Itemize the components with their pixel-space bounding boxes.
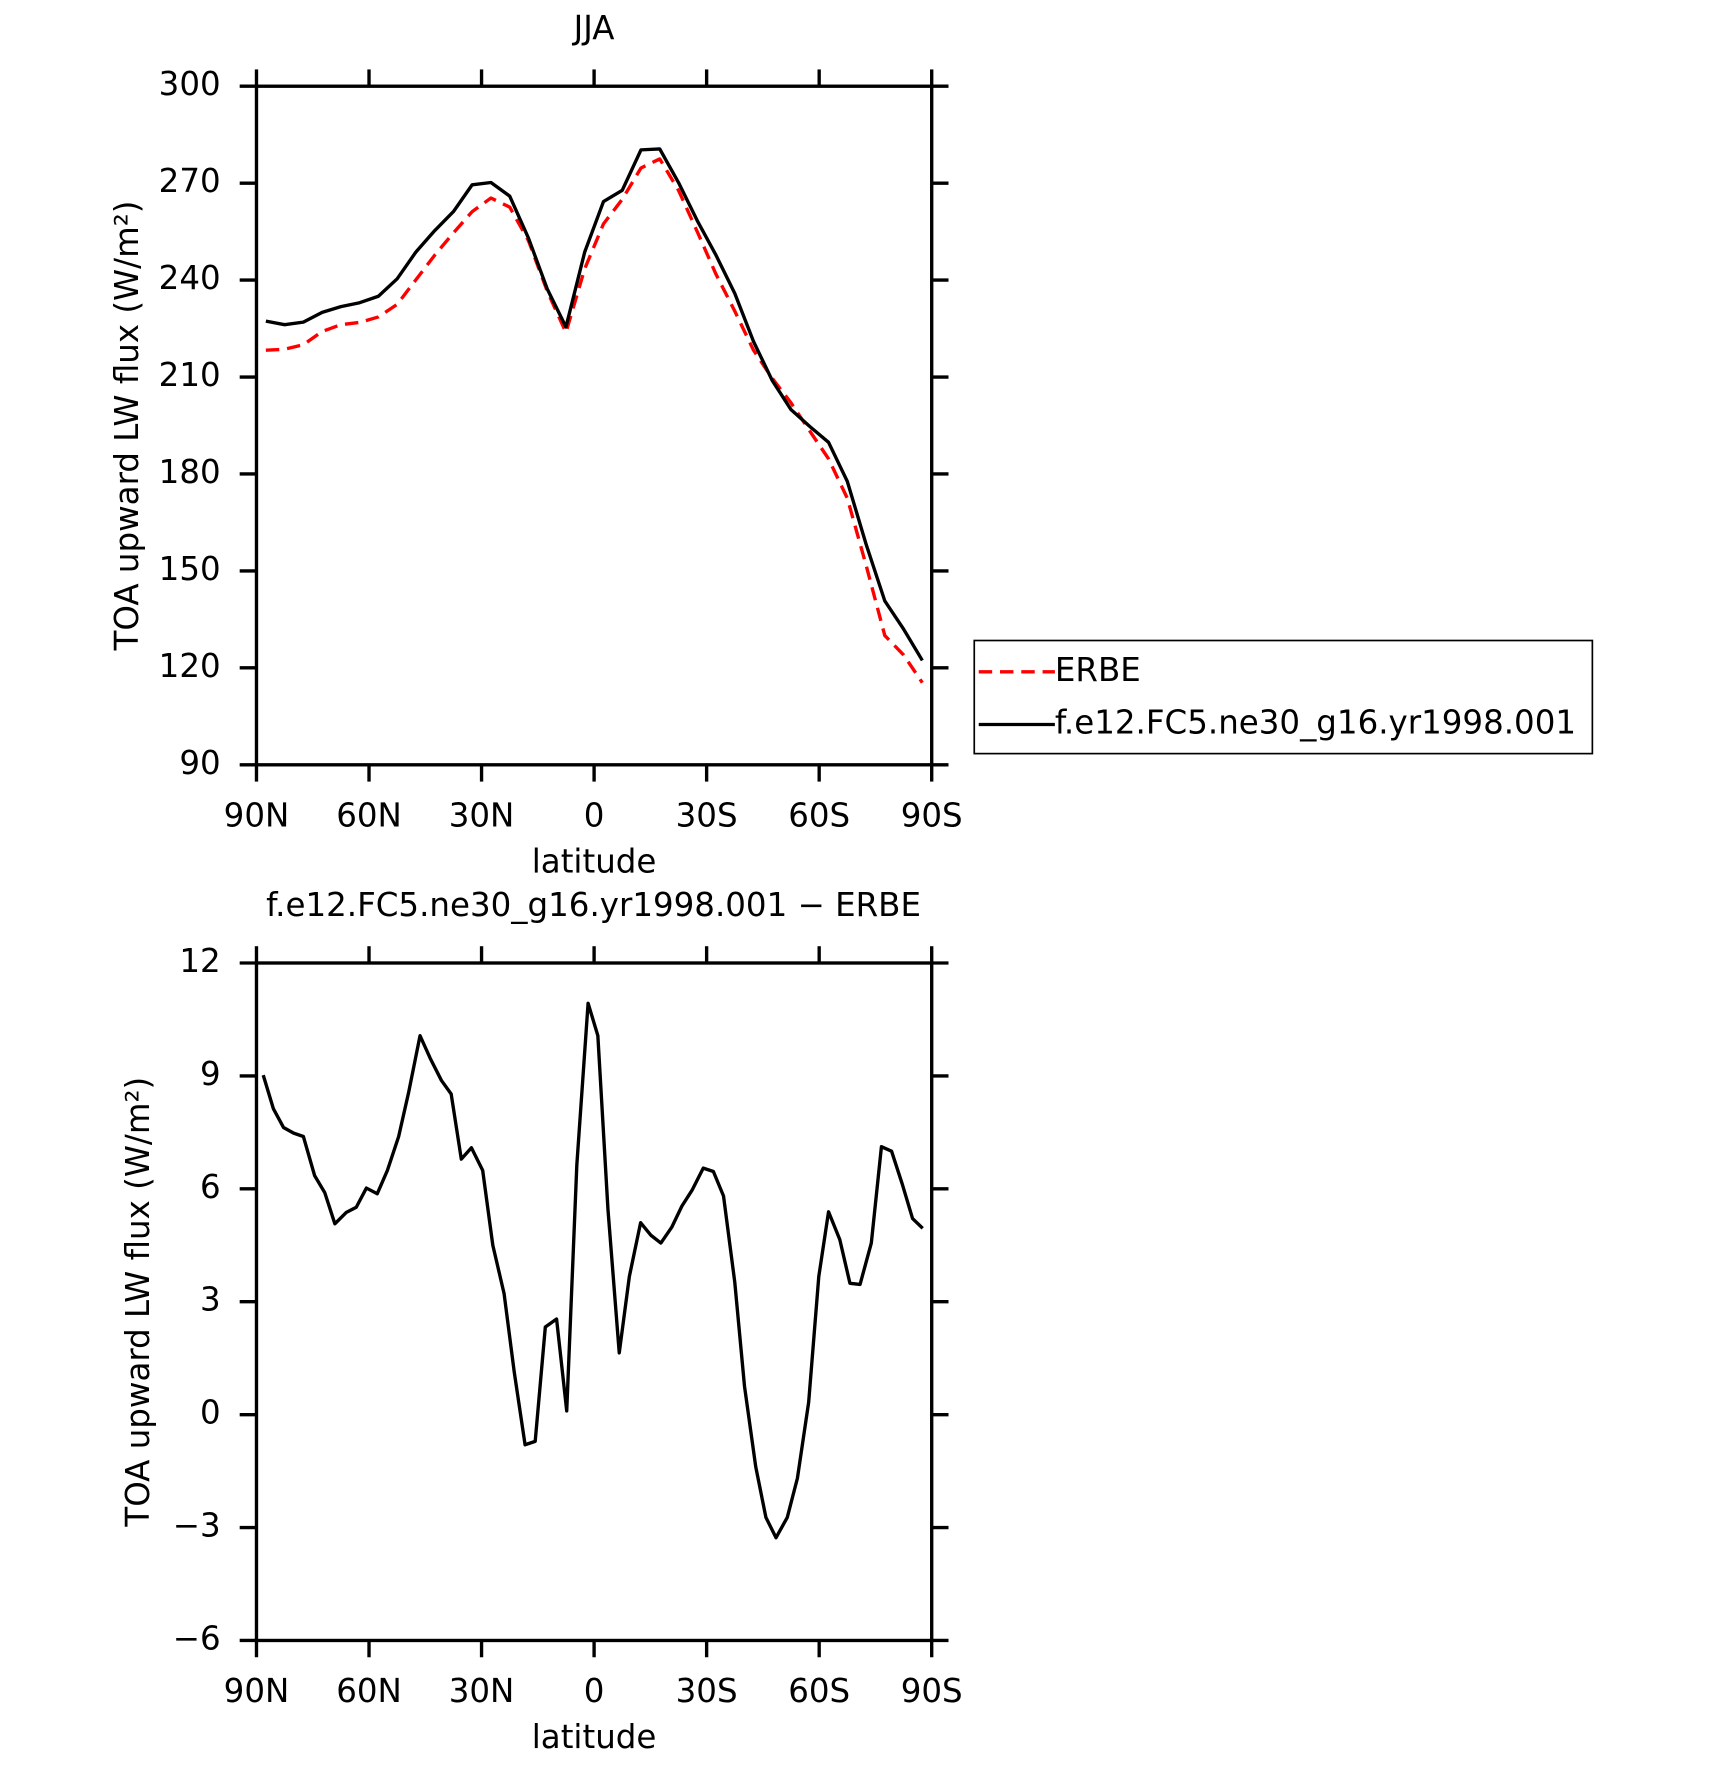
x-tick-label: 30N (449, 796, 515, 834)
plot-frame (254, 84, 934, 767)
y-tick-label: 180 (159, 453, 221, 491)
y-tick-label: −3 (173, 1507, 221, 1545)
plot-frame (254, 961, 934, 1643)
legend-label: ERBE (1055, 651, 1141, 689)
x-tick-label: 30N (449, 1672, 515, 1710)
line-series (261, 1001, 924, 1540)
y-tick-label: 6 (200, 1168, 221, 1206)
x-axis-label: latitude (532, 842, 657, 880)
chart-title: f.e12.FC5.ne30_g16.yr1998.001 − ERBE (266, 886, 921, 924)
x-tick-label: 30S (676, 1672, 738, 1710)
y-tick-label: 90 (179, 744, 220, 782)
y-tick-label: 240 (159, 259, 221, 297)
x-tick-label: 90N (224, 1672, 290, 1710)
line-series (265, 147, 924, 662)
y-axis-label: TOA upward LW flux (W/m²) (119, 1077, 157, 1528)
x-tick-label: 0 (584, 1672, 605, 1710)
legend-box (973, 639, 1594, 755)
y-tick-label: −6 (173, 1619, 221, 1657)
y-tick-label: 3 (200, 1281, 221, 1319)
line-series (265, 157, 924, 684)
y-tick-label: 300 (159, 65, 221, 103)
y-axis-label: TOA upward LW flux (W/m²) (108, 201, 146, 652)
legend-label: f.e12.FC5.ne30_g16.yr1998.001 (1055, 703, 1576, 741)
x-tick-label: 90S (901, 796, 963, 834)
y-tick-label: 270 (159, 162, 221, 200)
y-tick-label: 210 (159, 356, 221, 394)
x-tick-label: 60N (336, 796, 402, 834)
y-tick-label: 9 (200, 1055, 221, 1093)
chart-title: JJA (572, 9, 615, 47)
x-tick-label: 90S (901, 1672, 963, 1710)
x-tick-label: 90N (224, 796, 290, 834)
x-tick-label: 60N (336, 1672, 402, 1710)
y-tick-label: 12 (179, 942, 220, 980)
y-tick-label: 150 (159, 550, 221, 588)
y-tick-label: 120 (159, 647, 221, 685)
x-tick-label: 30S (676, 796, 738, 834)
y-tick-label: 0 (200, 1394, 221, 1432)
x-tick-label: 60S (788, 796, 850, 834)
x-tick-label: 0 (584, 796, 605, 834)
x-axis-label: latitude (532, 1718, 657, 1756)
x-tick-label: 60S (788, 1672, 850, 1710)
